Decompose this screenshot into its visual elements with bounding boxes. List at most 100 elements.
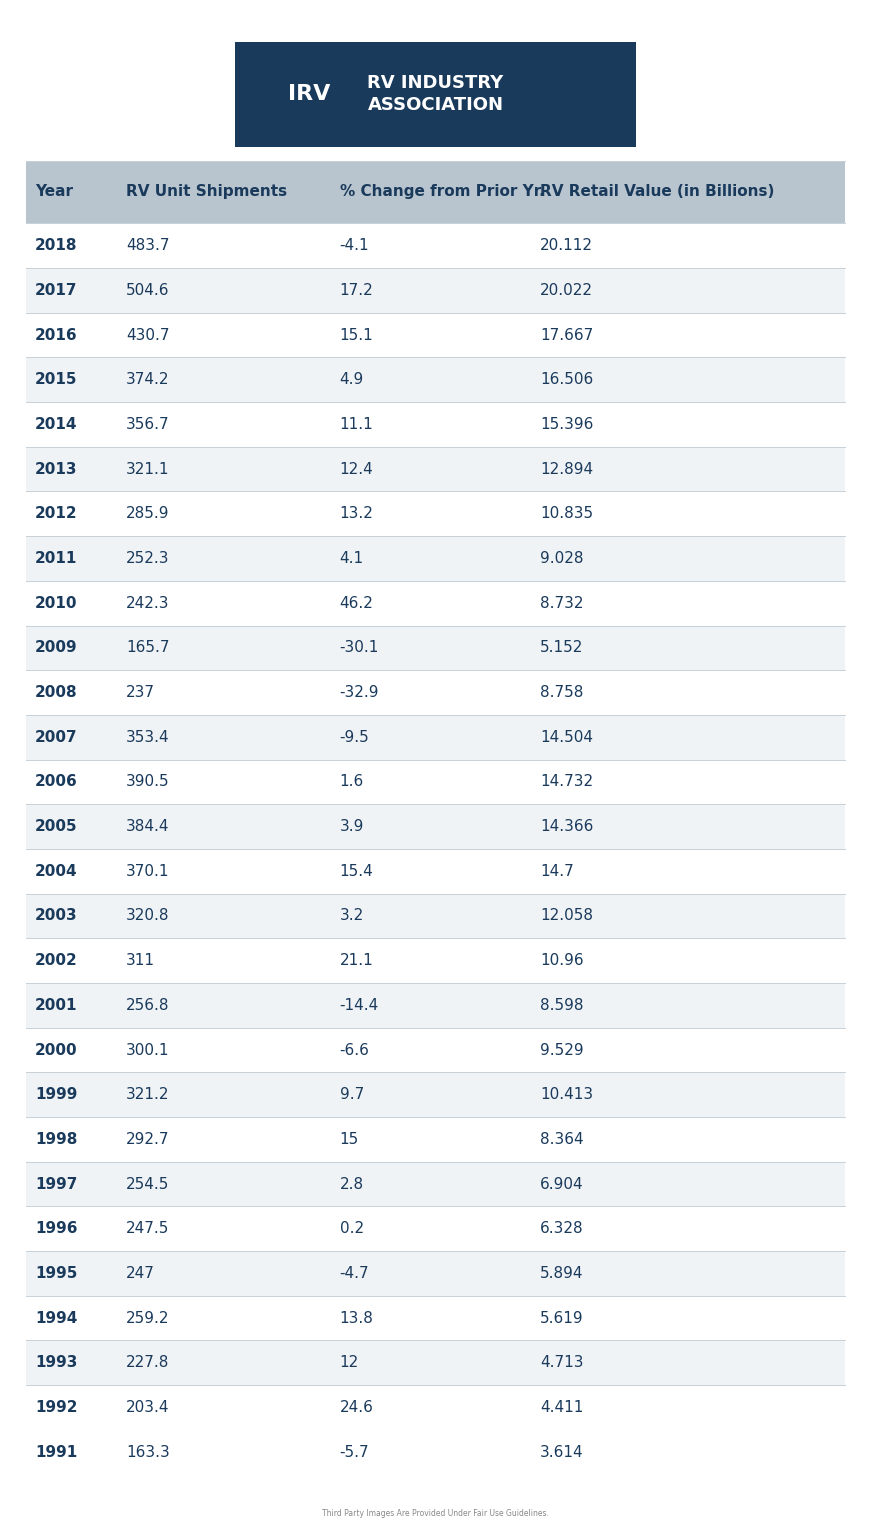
- Text: 1991: 1991: [35, 1445, 78, 1459]
- Text: 20.112: 20.112: [540, 238, 593, 253]
- Text: 165.7: 165.7: [126, 641, 170, 656]
- Text: 14.504: 14.504: [540, 730, 593, 745]
- Text: 10.835: 10.835: [540, 507, 593, 521]
- Text: 227.8: 227.8: [126, 1355, 170, 1370]
- Bar: [26, 402, 845, 447]
- Text: 9.028: 9.028: [540, 551, 584, 567]
- Text: 10.413: 10.413: [540, 1087, 593, 1103]
- Text: 2011: 2011: [35, 551, 78, 567]
- Text: 504.6: 504.6: [126, 283, 170, 298]
- Bar: [26, 1341, 845, 1385]
- Text: -30.1: -30.1: [340, 641, 379, 656]
- Text: 483.7: 483.7: [126, 238, 170, 253]
- Text: 256.8: 256.8: [126, 998, 170, 1012]
- Text: 10.96: 10.96: [540, 954, 584, 968]
- Bar: [26, 536, 845, 581]
- Text: 1.6: 1.6: [340, 774, 364, 790]
- Text: 2016: 2016: [35, 327, 78, 343]
- Text: 12.4: 12.4: [340, 462, 374, 476]
- Text: -6.6: -6.6: [340, 1043, 369, 1057]
- Bar: [26, 161, 845, 223]
- Bar: [26, 938, 845, 983]
- Text: 11.1: 11.1: [340, 416, 374, 432]
- Text: 46.2: 46.2: [340, 596, 374, 611]
- Text: -32.9: -32.9: [340, 685, 379, 700]
- Text: 2008: 2008: [35, 685, 78, 700]
- Bar: [26, 894, 845, 938]
- Text: 384.4: 384.4: [126, 819, 170, 834]
- Text: 14.732: 14.732: [540, 774, 593, 790]
- Text: Year: Year: [35, 184, 73, 200]
- Bar: [26, 1252, 845, 1296]
- Bar: [26, 625, 845, 670]
- Text: 16.506: 16.506: [540, 372, 593, 387]
- Bar: [26, 581, 845, 625]
- Bar: [370, 1516, 501, 1522]
- Text: 4.1: 4.1: [340, 551, 364, 567]
- Text: 8.732: 8.732: [540, 596, 584, 611]
- Text: 3.614: 3.614: [540, 1445, 584, 1459]
- Text: 17.667: 17.667: [540, 327, 593, 343]
- Text: 1993: 1993: [35, 1355, 78, 1370]
- Text: 2001: 2001: [35, 998, 78, 1012]
- Text: 13.8: 13.8: [340, 1310, 374, 1326]
- Bar: [26, 1028, 845, 1072]
- Text: 21.1: 21.1: [340, 954, 374, 968]
- Bar: [26, 1072, 845, 1117]
- Text: 353.4: 353.4: [126, 730, 170, 745]
- Text: 247.5: 247.5: [126, 1221, 170, 1236]
- Text: 5.619: 5.619: [540, 1310, 584, 1326]
- Text: 24.6: 24.6: [340, 1399, 374, 1415]
- Bar: [26, 1117, 845, 1161]
- Text: 292.7: 292.7: [126, 1132, 170, 1147]
- Text: 2010: 2010: [35, 596, 78, 611]
- Text: 1992: 1992: [35, 1399, 78, 1415]
- Text: IRV: IRV: [288, 84, 330, 104]
- Text: RV Retail Value (in Billions): RV Retail Value (in Billions): [540, 184, 774, 200]
- Text: 390.5: 390.5: [126, 774, 170, 790]
- Bar: [26, 313, 845, 358]
- Text: 3.9: 3.9: [340, 819, 364, 834]
- Text: 300.1: 300.1: [126, 1043, 170, 1057]
- Text: 2005: 2005: [35, 819, 78, 834]
- Text: 1995: 1995: [35, 1266, 78, 1281]
- Text: 370.1: 370.1: [126, 863, 170, 879]
- Text: 2000: 2000: [35, 1043, 78, 1057]
- Text: % Change from Prior Yr.: % Change from Prior Yr.: [340, 184, 544, 200]
- Text: 254.5: 254.5: [126, 1177, 170, 1192]
- Text: 252.3: 252.3: [126, 551, 170, 567]
- Text: 15.1: 15.1: [340, 327, 374, 343]
- Text: 14.7: 14.7: [540, 863, 574, 879]
- Text: 2017: 2017: [35, 283, 78, 298]
- Bar: [26, 714, 845, 760]
- Text: 2.8: 2.8: [340, 1177, 364, 1192]
- Text: 15.4: 15.4: [340, 863, 374, 879]
- Text: 2013: 2013: [35, 462, 78, 476]
- Bar: [26, 1206, 845, 1252]
- Text: 3.2: 3.2: [340, 908, 364, 923]
- Text: 285.9: 285.9: [126, 507, 170, 521]
- Text: RV INDUSTRY
ASSOCIATION: RV INDUSTRY ASSOCIATION: [368, 74, 503, 114]
- Text: 1999: 1999: [35, 1087, 78, 1103]
- Text: 2002: 2002: [35, 954, 78, 968]
- Text: 15: 15: [340, 1132, 359, 1147]
- Text: 5.894: 5.894: [540, 1266, 584, 1281]
- Bar: [26, 1296, 845, 1341]
- Text: -9.5: -9.5: [340, 730, 369, 745]
- Bar: [26, 805, 845, 849]
- Bar: [26, 358, 845, 402]
- Bar: [26, 492, 845, 536]
- Text: 2014: 2014: [35, 416, 78, 432]
- Text: 247: 247: [126, 1266, 155, 1281]
- Text: -5.7: -5.7: [340, 1445, 369, 1459]
- Bar: [26, 223, 845, 269]
- Bar: [370, 1516, 501, 1536]
- Text: 242.3: 242.3: [126, 596, 170, 611]
- Text: 13.2: 13.2: [340, 507, 374, 521]
- Text: 203.4: 203.4: [126, 1399, 170, 1415]
- Text: 2004: 2004: [35, 863, 78, 879]
- Text: 15.396: 15.396: [540, 416, 593, 432]
- Text: 1994: 1994: [35, 1310, 78, 1326]
- Text: Third Party Images Are Provided Under Fair Use Guidelines.: Third Party Images Are Provided Under Fa…: [322, 1508, 549, 1518]
- Bar: [26, 269, 845, 313]
